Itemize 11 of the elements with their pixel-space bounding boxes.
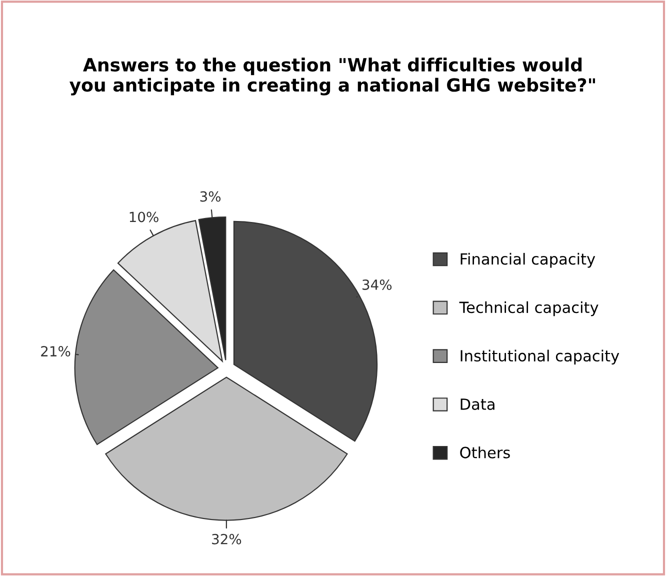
legend-label: Data — [460, 398, 494, 410]
legend-label: Financial capacity — [460, 252, 596, 268]
data-label: 21% — [41, 346, 70, 357]
legend-label: Others — [460, 446, 510, 458]
data-label: 3% — [200, 191, 221, 202]
legend-label: Institutional capacity — [460, 350, 620, 365]
legend-label: Technical capacity — [459, 301, 598, 316]
data-label: 32% — [212, 534, 242, 544]
chart-title: Answers to the question "What difficulties would you anticipate in creating a national GHG website?" — [70, 58, 595, 96]
data-label: 34% — [362, 279, 392, 290]
data-label: 10% — [130, 212, 158, 222]
